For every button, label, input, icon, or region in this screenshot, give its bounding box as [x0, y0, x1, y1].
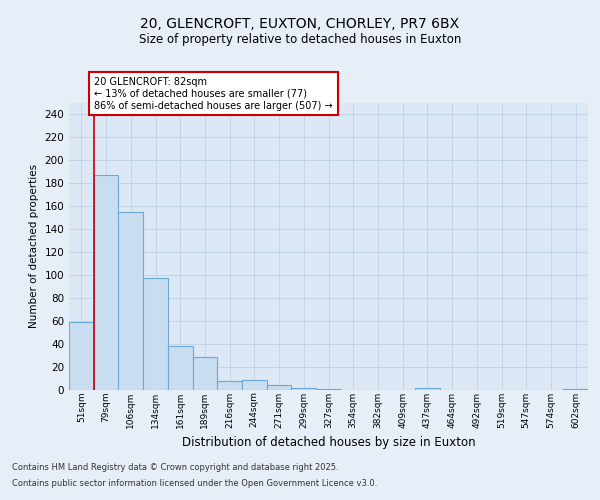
Bar [217, 381, 242, 390]
Y-axis label: Number of detached properties: Number of detached properties [29, 164, 39, 328]
Bar [267, 386, 292, 390]
Bar [69, 322, 94, 390]
Text: 20 GLENCROFT: 82sqm
← 13% of detached houses are smaller (77)
86% of semi-detach: 20 GLENCROFT: 82sqm ← 13% of detached ho… [94, 78, 333, 110]
Bar [563, 389, 588, 390]
Text: Contains public sector information licensed under the Open Government Licence v3: Contains public sector information licen… [12, 478, 377, 488]
Text: Contains HM Land Registry data © Crown copyright and database right 2025.: Contains HM Land Registry data © Crown c… [12, 464, 338, 472]
Bar [94, 175, 118, 390]
Bar [242, 380, 267, 390]
Bar [193, 356, 217, 390]
Bar [292, 388, 316, 390]
Text: Size of property relative to detached houses in Euxton: Size of property relative to detached ho… [139, 32, 461, 46]
Bar [316, 389, 341, 390]
Bar [143, 278, 168, 390]
Bar [118, 212, 143, 390]
Text: 20, GLENCROFT, EUXTON, CHORLEY, PR7 6BX: 20, GLENCROFT, EUXTON, CHORLEY, PR7 6BX [140, 18, 460, 32]
X-axis label: Distribution of detached houses by size in Euxton: Distribution of detached houses by size … [182, 436, 475, 449]
Bar [168, 346, 193, 390]
Bar [415, 388, 440, 390]
